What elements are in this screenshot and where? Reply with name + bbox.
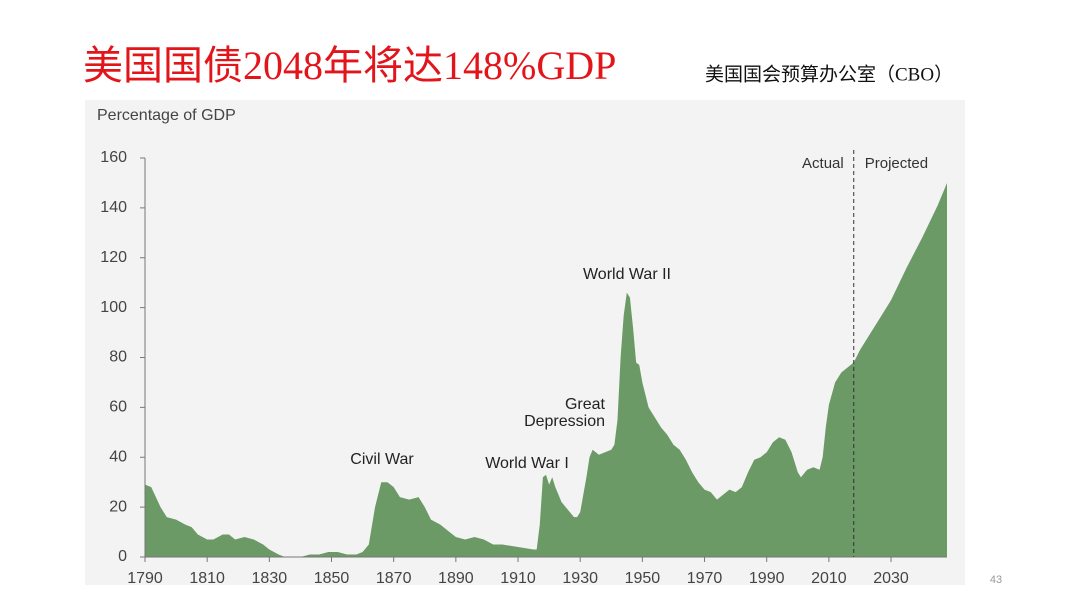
x-tick-label: 1930 [562, 570, 598, 587]
slide-title: 美国国债2048年将达148%GDP [83, 43, 616, 88]
x-tick-label: 1830 [252, 570, 288, 587]
x-tick-label: 1890 [438, 570, 474, 587]
annotation: World War I [485, 455, 569, 472]
x-tick-label: 1790 [127, 570, 163, 587]
x-tick-label: 1810 [189, 570, 225, 587]
annotation: World War II [583, 266, 671, 283]
y-tick-label: 20 [109, 498, 127, 515]
y-axis-label: Percentage of GDP [97, 107, 236, 124]
annotation: Civil War [350, 451, 414, 468]
slide-subtitle: 美国国会预算办公室（CBO） [705, 63, 953, 85]
x-tick-label: 1970 [687, 570, 723, 587]
y-tick-label: 40 [109, 448, 127, 465]
x-tick-label: 2010 [811, 570, 847, 587]
divider-label: Actual [802, 155, 844, 172]
debt-area [145, 182, 947, 557]
x-tick-label: 1850 [314, 570, 350, 587]
annotation: Great [565, 396, 606, 413]
y-tick-label: 140 [100, 199, 127, 216]
y-tick-label: 0 [118, 548, 127, 565]
divider-label: Projected [865, 155, 928, 172]
x-tick-label: 1870 [376, 570, 412, 587]
y-tick-label: 80 [109, 349, 127, 366]
y-tick-label: 120 [100, 249, 127, 266]
page-number: 43 [990, 574, 1002, 586]
y-tick-label: 100 [100, 299, 127, 316]
y-tick-label: 60 [109, 399, 127, 416]
annotation: Depression [524, 413, 605, 430]
x-tick-label: 1950 [625, 570, 661, 587]
x-tick-label: 1910 [500, 570, 536, 587]
y-tick-label: 160 [100, 149, 127, 166]
x-tick-label: 1990 [749, 570, 785, 587]
x-tick-label: 2030 [873, 570, 909, 587]
